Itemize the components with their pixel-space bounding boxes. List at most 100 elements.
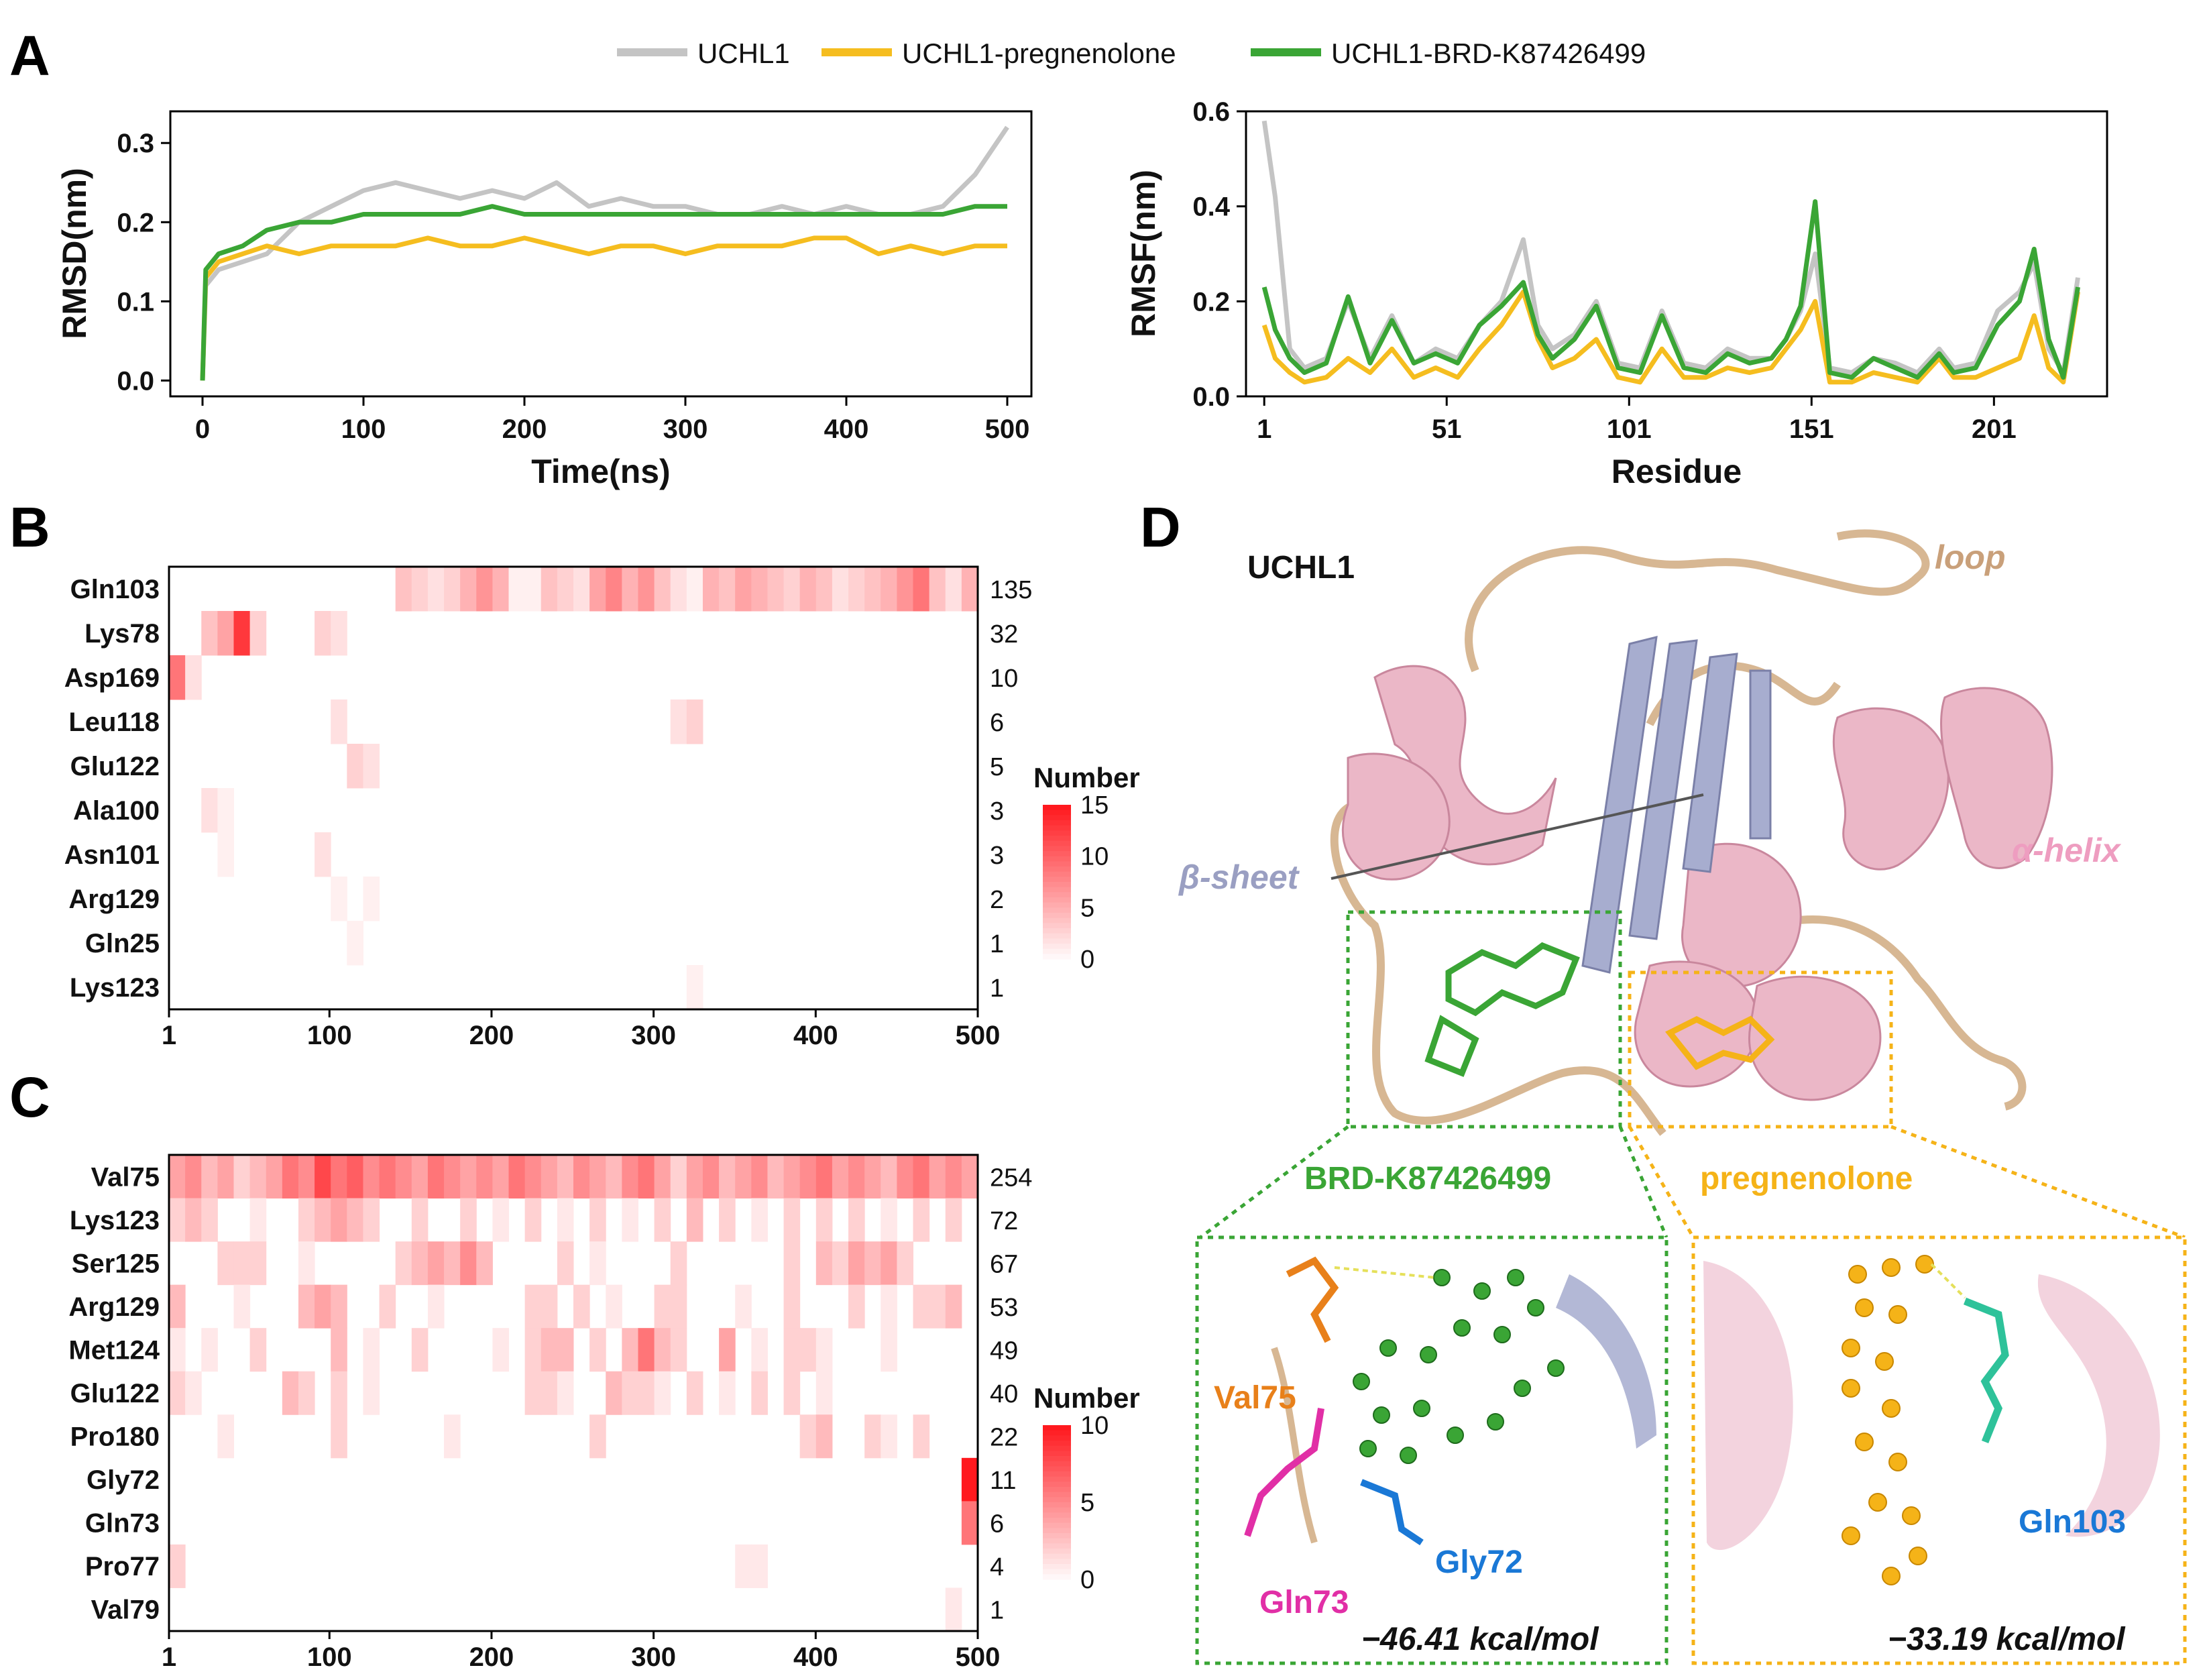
hbond-b-cell	[751, 567, 768, 612]
ligand2-atom	[1842, 1526, 1860, 1545]
ligand1-atom	[1473, 1282, 1491, 1300]
hbond-b-row-count: 3	[990, 842, 1004, 870]
contact-c-row-label: Glu122	[70, 1379, 160, 1408]
hbond-b-colorbar-step	[1043, 954, 1071, 960]
contact-c-cell	[881, 1198, 897, 1242]
contact-c-cell	[783, 1241, 801, 1286]
contact-heatmap-c: Val75 254 Lys123 72 Ser125 67 Arg129 53 Met124 49…	[68, 1154, 1140, 1672]
rmsf-series-uchl1-pregnenolone	[1261, 289, 2080, 385]
contact-c-xtick-label: 200	[469, 1642, 514, 1672]
contact-c-cell	[217, 1241, 234, 1286]
hbond-heatmap-b-frame	[168, 565, 979, 1011]
contact-c-cell	[395, 1241, 412, 1286]
zoom-line-orange-right	[1890, 1125, 2186, 1239]
contact-c-cell	[573, 1284, 590, 1329]
contact-c-row-count: 6	[990, 1510, 1004, 1538]
hbond-b-cell	[315, 832, 331, 877]
contact-c-colorbar-tick: 0	[1080, 1566, 1094, 1594]
rmsd-plot-frame	[169, 110, 1033, 398]
contact-c-cell	[913, 1284, 930, 1329]
rmsd-series-uchl1-brd-k87426499	[200, 204, 1007, 381]
contact-c-cell	[929, 1155, 946, 1199]
contact-c-cell	[864, 1155, 881, 1199]
hbond-b-cell	[363, 744, 380, 789]
hbond-b-cell	[686, 699, 703, 744]
contact-c-xtick-label: 500	[956, 1642, 1001, 1672]
hbond-b-colorbar-step	[1043, 933, 1071, 939]
contact-c-cell	[557, 1155, 574, 1199]
contact-c-cell	[411, 1198, 429, 1242]
contact-c-cell	[201, 1198, 218, 1242]
ligand-brd-sticks	[1424, 942, 1580, 1077]
hbond-heatmap-b-ticks: 1 100 200 300 400 500	[162, 1009, 1000, 1050]
hbond-b-cell	[622, 567, 638, 612]
contact-c-row-label: Lys123	[70, 1206, 160, 1235]
hbond-b-colorbar-step	[1043, 846, 1071, 852]
hbond-b-row-count: 1	[990, 974, 1004, 1003]
contact-c-cell	[783, 1198, 801, 1242]
ligand2-atom	[1875, 1352, 1894, 1371]
hbond-b-row-label: Gln25	[85, 929, 160, 958]
hbond-b-colorbar-step	[1043, 820, 1071, 826]
contact-c-cell	[881, 1241, 897, 1286]
ligand2-atom	[1842, 1379, 1860, 1398]
contact-heatmap-c-ticks: 1 100 200 300 400 500	[162, 1631, 1001, 1672]
contact-c-cell	[169, 1544, 186, 1588]
hbond-b-row-label: Asp169	[64, 663, 160, 693]
hbond-b-row-label: Glu122	[70, 752, 160, 781]
ligand2-atom	[1909, 1547, 1927, 1565]
hbond-b-cell	[379, 567, 396, 612]
sheet-leader-line	[1331, 793, 1704, 880]
contact-c-cell	[169, 1371, 186, 1415]
hbond-b-colorbar-step	[1043, 887, 1071, 893]
hbond-b-row-count: 6	[990, 709, 1004, 737]
contact-c-colorbar-step	[1043, 1538, 1071, 1544]
contact-c-cell	[427, 1241, 445, 1286]
contact-c-cell	[347, 1198, 363, 1242]
contact-c-xtick-label: 1	[162, 1642, 176, 1672]
hbond-b-cell	[444, 567, 461, 612]
contact-c-row-label: Pro180	[70, 1422, 160, 1452]
ligand1-atom	[1373, 1406, 1390, 1424]
contact-c-cell	[670, 1241, 687, 1286]
contact-c-cell	[492, 1328, 510, 1372]
contact-c-cell	[169, 1198, 186, 1242]
contact-c-colorbar-step	[1043, 1502, 1071, 1508]
ligand2-name: pregnenolone	[1700, 1161, 1913, 1196]
ligand2-atom	[1882, 1399, 1901, 1418]
contact-c-row-label: Met124	[68, 1335, 160, 1365]
contact-c-cell	[654, 1155, 671, 1199]
hbond-b-cell	[799, 567, 817, 612]
ligand2-atom	[1882, 1567, 1901, 1585]
contact-c-row-count: 72	[990, 1207, 1018, 1235]
contact-c-cell	[881, 1414, 897, 1459]
contact-c-row-label: Ser125	[72, 1249, 160, 1278]
contact-c-cell	[444, 1414, 461, 1459]
contact-c-cell	[589, 1198, 606, 1242]
zoom1-sheet-ribbon	[1556, 1274, 1656, 1449]
hbond-b-colorbar-tick: 10	[1080, 843, 1109, 871]
hbond-b-row-label: Arg129	[68, 885, 160, 914]
contact-c-xtick-label: 300	[631, 1642, 676, 1672]
contact-c-cell	[524, 1198, 542, 1242]
contact-c-cell	[266, 1155, 283, 1199]
contact-c-row-count: 11	[990, 1467, 1016, 1495]
contact-c-cell	[411, 1155, 429, 1199]
contact-c-cell	[444, 1241, 461, 1286]
binding-energy-ligand2: −33.19 kcal/mol	[1888, 1622, 2126, 1657]
contact-c-cell	[913, 1198, 930, 1242]
panel-letter-a: A	[9, 24, 50, 87]
contact-c-cell	[315, 1198, 331, 1242]
contact-c-row-count: 1	[990, 1597, 1004, 1625]
ligand2-atom	[1888, 1453, 1907, 1471]
contact-c-cell	[185, 1198, 202, 1242]
hbond-b-cell	[476, 567, 493, 612]
helix-bottom-right	[1748, 975, 1882, 1101]
contact-c-cell	[815, 1198, 833, 1242]
hbond-b-colorbar-step	[1043, 907, 1071, 913]
contact-c-colorbar-step	[1043, 1471, 1071, 1477]
ligand1-atom	[1493, 1326, 1511, 1343]
contact-c-cell	[622, 1155, 638, 1199]
rmsf-xtick-label: 201	[1972, 414, 2017, 444]
